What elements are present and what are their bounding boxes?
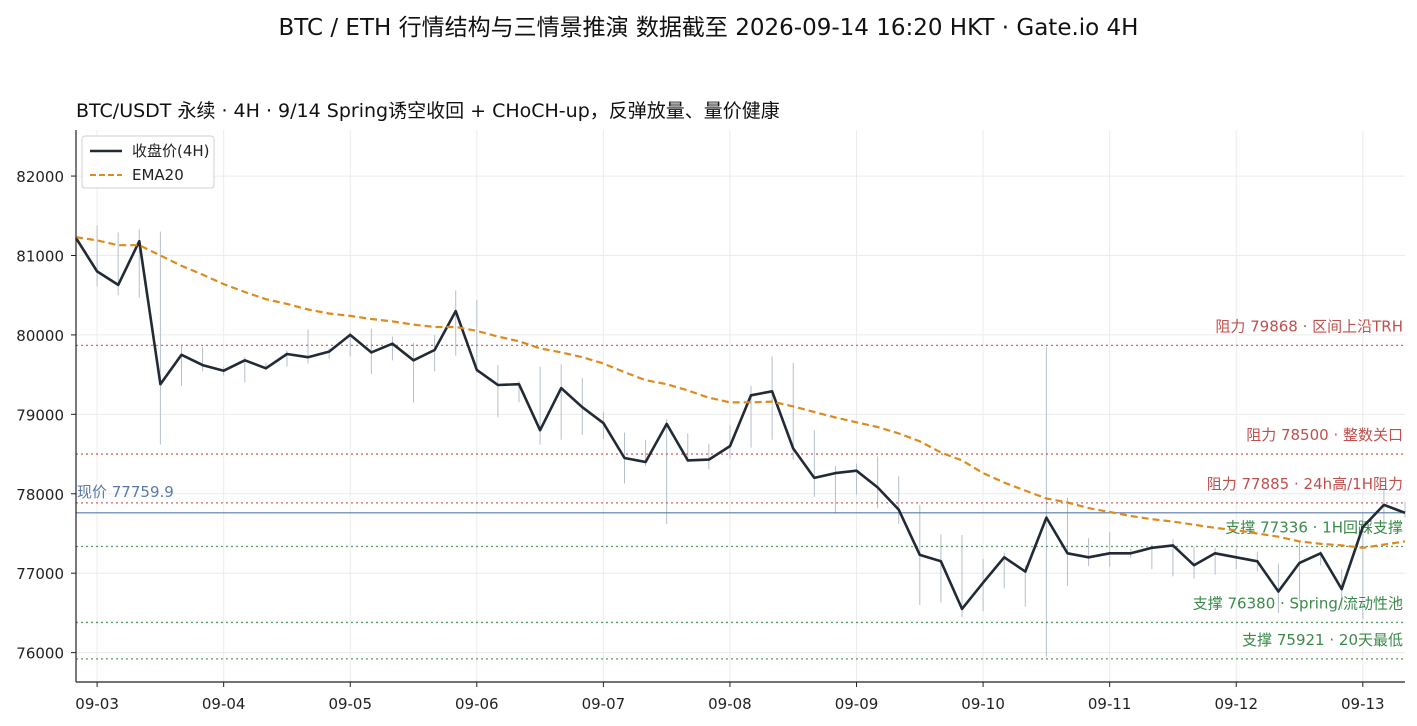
y-tick-label: 81000 [16, 247, 64, 265]
figure-suptitle: BTC / ETH 行情结构与三情景推演 数据截至 2026-09-14 16:… [278, 15, 1139, 41]
level-label-support: 支撑 76380 · Spring/流动性池 [1193, 594, 1403, 612]
legend-box [81, 135, 215, 189]
current-price-label: 现价 77759.9 [77, 483, 174, 501]
level-label-resistance: 阻力 77885 · 24h高/1H阻力 [1207, 475, 1403, 493]
x-tick-label: 09-03 [75, 695, 119, 713]
level-label-support: 支撑 77336 · 1H回踩支撑 [1225, 519, 1403, 537]
x-tick-label: 09-13 [1341, 695, 1385, 713]
level-label-support: 支撑 75921 · 20天最低 [1242, 631, 1403, 649]
y-tick-label: 76000 [16, 645, 64, 663]
series-line-ema20 [75, 236, 1406, 549]
x-tick-label: 09-09 [835, 695, 879, 713]
chart-title: BTC/USDT 永续 · 4H · 9/14 Spring诱空收回 + CHo… [76, 100, 780, 122]
legend-label: EMA20 [132, 166, 184, 184]
x-tick-label: 09-04 [202, 695, 246, 713]
x-tick-label: 09-08 [708, 695, 752, 713]
y-tick-label: 82000 [16, 168, 64, 186]
y-tick-label: 79000 [16, 406, 64, 424]
level-label-resistance: 阻力 79868 · 区间上沿TRH [1215, 317, 1403, 335]
x-tick-label: 09-12 [1214, 695, 1258, 713]
series-line-close [74, 237, 1406, 611]
y-tick-label: 80000 [16, 327, 64, 345]
level-label-resistance: 阻力 78500 · 整数关口 [1246, 426, 1403, 444]
x-tick-label: 09-05 [328, 695, 372, 713]
x-tick-label: 09-11 [1088, 695, 1132, 713]
y-tick-label: 78000 [16, 486, 64, 504]
x-tick-label: 09-10 [961, 695, 1005, 713]
x-tick-label: 09-07 [582, 695, 626, 713]
x-tick-label: 09-06 [455, 695, 499, 713]
y-tick-label: 77000 [16, 565, 64, 583]
legend-label: 收盘价(4H) [132, 142, 210, 160]
